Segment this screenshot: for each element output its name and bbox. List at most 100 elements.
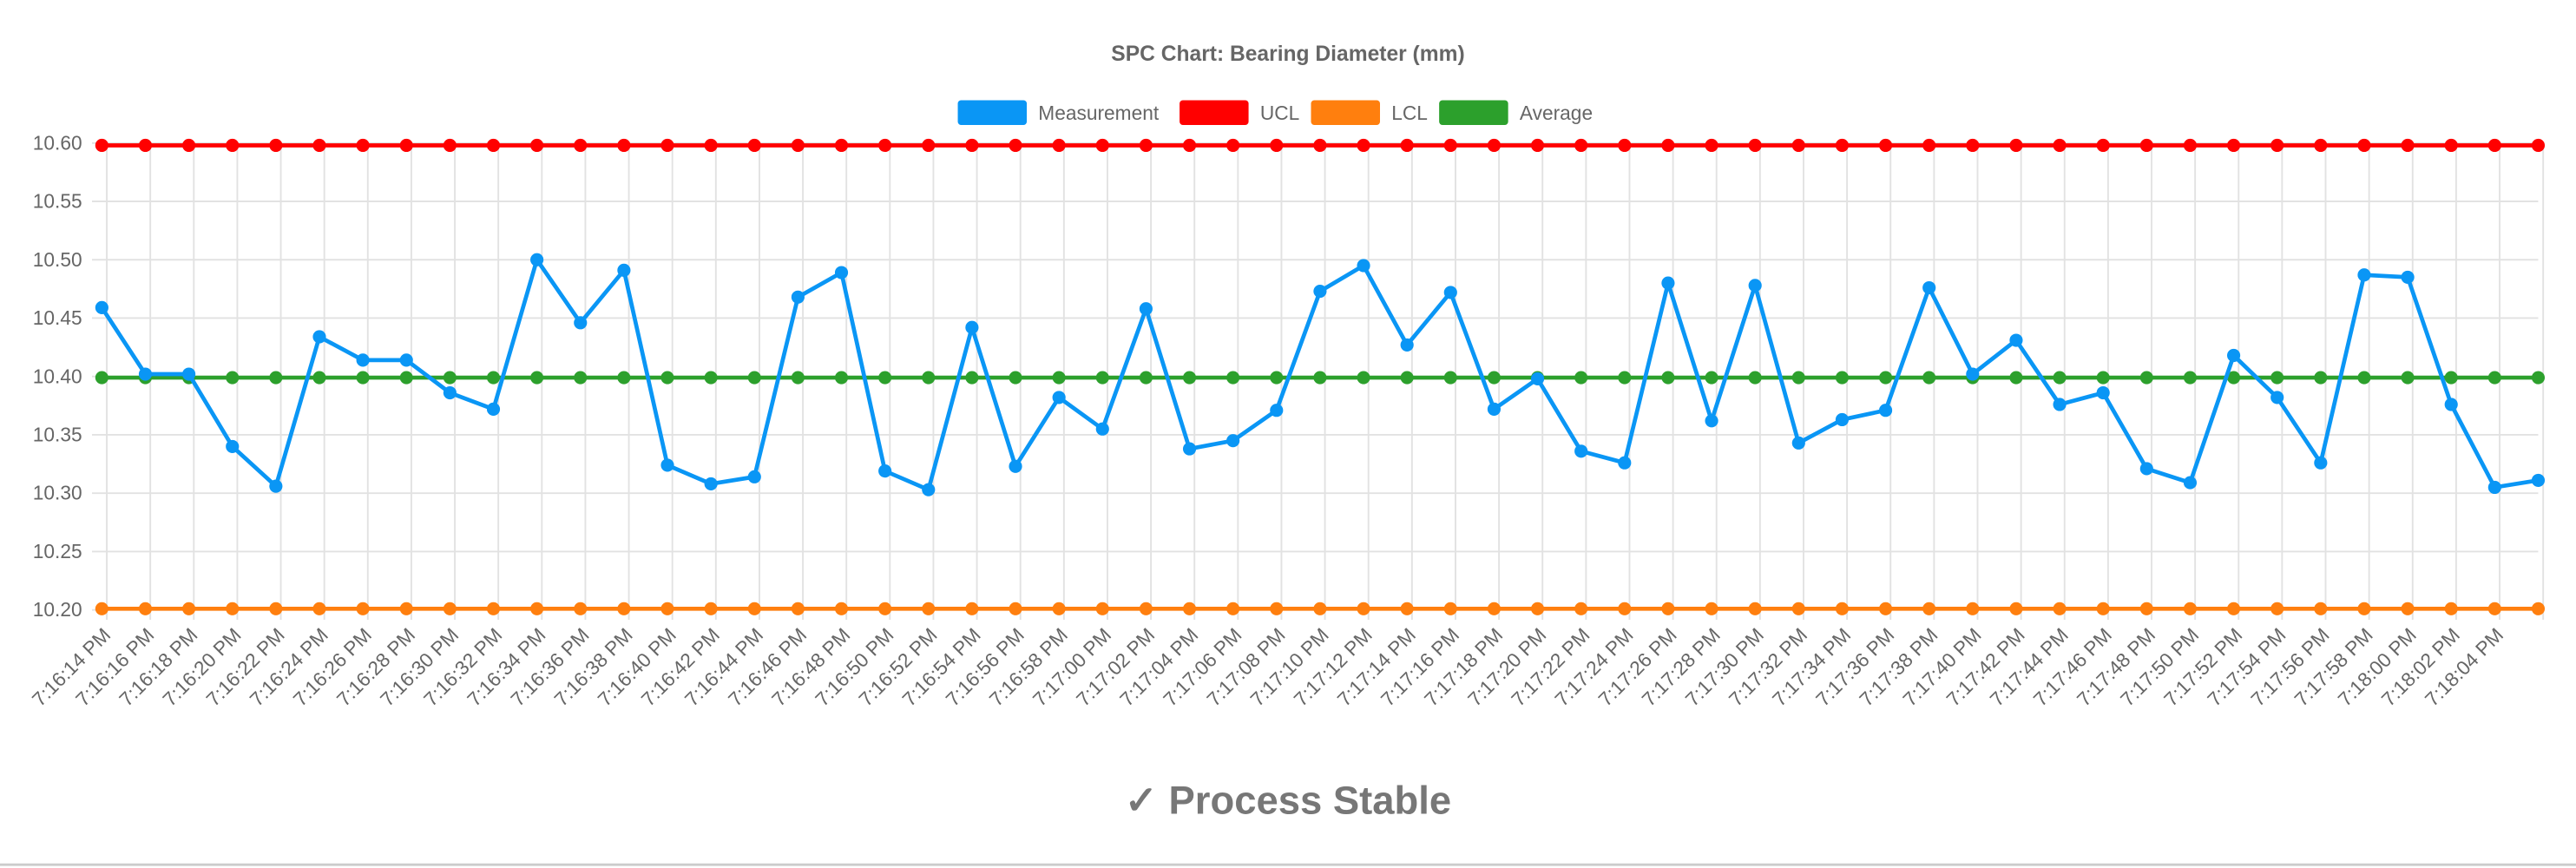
ucl-point — [1618, 138, 1632, 153]
measurement-point — [2487, 480, 2501, 495]
measurement-point — [269, 479, 283, 493]
measurement-point — [1748, 279, 1762, 293]
measurement-point — [1878, 404, 1893, 418]
lcl-point — [1791, 602, 1805, 615]
ucl-point — [1791, 138, 1805, 153]
measurement-point — [791, 290, 805, 304]
ucl-point — [704, 138, 718, 153]
average-point — [1791, 371, 1805, 385]
measurement-point — [1400, 338, 1414, 352]
lcl-point — [2444, 602, 2458, 615]
average-point — [834, 371, 849, 385]
ucl-point — [399, 138, 413, 153]
measurement-point — [660, 458, 674, 472]
measurement-point — [2444, 398, 2458, 411]
average-point — [2357, 371, 2371, 385]
measurement-point — [1487, 402, 1501, 416]
measurement-point — [1530, 372, 1545, 385]
measurement-point — [2096, 385, 2110, 400]
y-tick-label: 10.55 — [33, 190, 82, 213]
average-point — [791, 371, 805, 385]
lcl-point — [1530, 602, 1545, 615]
lcl-point — [1443, 602, 1457, 615]
average-point — [2444, 371, 2458, 385]
average-point — [1009, 371, 1022, 385]
average-point — [226, 371, 240, 385]
measurement-point — [1270, 404, 1284, 418]
measurement-point — [1443, 286, 1457, 299]
measurement-point — [2053, 398, 2067, 411]
ucl-point — [312, 138, 326, 153]
lcl-point — [226, 602, 240, 615]
measurement-point — [486, 402, 501, 416]
measurement-point — [356, 353, 370, 367]
measurement-point — [1574, 444, 1588, 458]
measurement-point — [922, 483, 936, 496]
average-point — [2183, 371, 2198, 385]
lcl-point — [399, 602, 413, 615]
measurement-point — [1966, 367, 1980, 381]
y-tick-label: 10.40 — [33, 365, 82, 387]
ucl-point — [1313, 138, 1327, 153]
measurement-point — [2357, 268, 2371, 282]
measurement-point — [1139, 302, 1153, 316]
chart-title: SPC Chart: Bearing Diameter (mm) — [1111, 43, 1464, 66]
y-tick-label: 10.25 — [33, 540, 82, 562]
measurement-point — [2314, 456, 2328, 470]
measurement-point — [1009, 459, 1022, 473]
measurement-point — [1357, 259, 1370, 273]
ucl-point — [2096, 138, 2110, 153]
lcl-point — [1574, 602, 1588, 615]
measurement-point — [878, 464, 892, 478]
ucl-point — [2270, 138, 2284, 153]
lcl-point — [1009, 602, 1022, 615]
measurement-point — [617, 263, 631, 277]
measurement-point — [2270, 391, 2284, 404]
ucl-point — [1139, 138, 1153, 153]
average-point — [486, 371, 501, 385]
lcl-point — [182, 602, 196, 615]
ucl-point — [1270, 138, 1284, 153]
measurement-point — [2009, 333, 2023, 347]
ucl-point — [2401, 138, 2415, 153]
lcl-point — [1661, 602, 1675, 615]
measurement-point — [1661, 276, 1675, 290]
measurement-point — [2531, 473, 2546, 487]
measurement-point — [1791, 436, 1805, 450]
ucl-point — [747, 138, 761, 153]
lcl-point — [1313, 602, 1327, 615]
ucl-point — [2314, 138, 2328, 153]
ucl-point — [2183, 138, 2198, 153]
legend-swatch — [957, 100, 1028, 125]
average-point — [2270, 371, 2284, 385]
average-point — [878, 371, 892, 385]
measurement-point — [1313, 284, 1327, 299]
lcl-point — [878, 602, 892, 615]
measurement-point — [138, 367, 153, 381]
lcl-point — [1922, 602, 1936, 615]
ucl-point — [443, 138, 457, 153]
y-tick-label: 10.45 — [33, 306, 82, 329]
ucl-point — [2227, 138, 2241, 153]
lcl-point — [1095, 602, 1109, 615]
ucl-point — [2487, 138, 2501, 153]
ucl-point — [791, 138, 805, 153]
lcl-point — [617, 602, 631, 615]
average-point — [443, 371, 457, 385]
average-point — [1748, 371, 1762, 385]
ucl-point — [2357, 138, 2371, 153]
average-point — [1313, 371, 1327, 385]
measurement-point — [530, 253, 544, 266]
measurement-point — [443, 385, 457, 400]
measurement-point — [2139, 462, 2153, 476]
ucl-point — [1052, 138, 1066, 153]
measurement-point — [747, 470, 761, 483]
lcl-point — [2314, 602, 2328, 615]
lcl-point — [2227, 602, 2241, 615]
lcl-point — [1357, 602, 1370, 615]
average-point — [2009, 371, 2023, 385]
ucl-point — [1095, 138, 1109, 153]
lcl-point — [1226, 602, 1240, 615]
ucl-point — [1182, 138, 1197, 153]
